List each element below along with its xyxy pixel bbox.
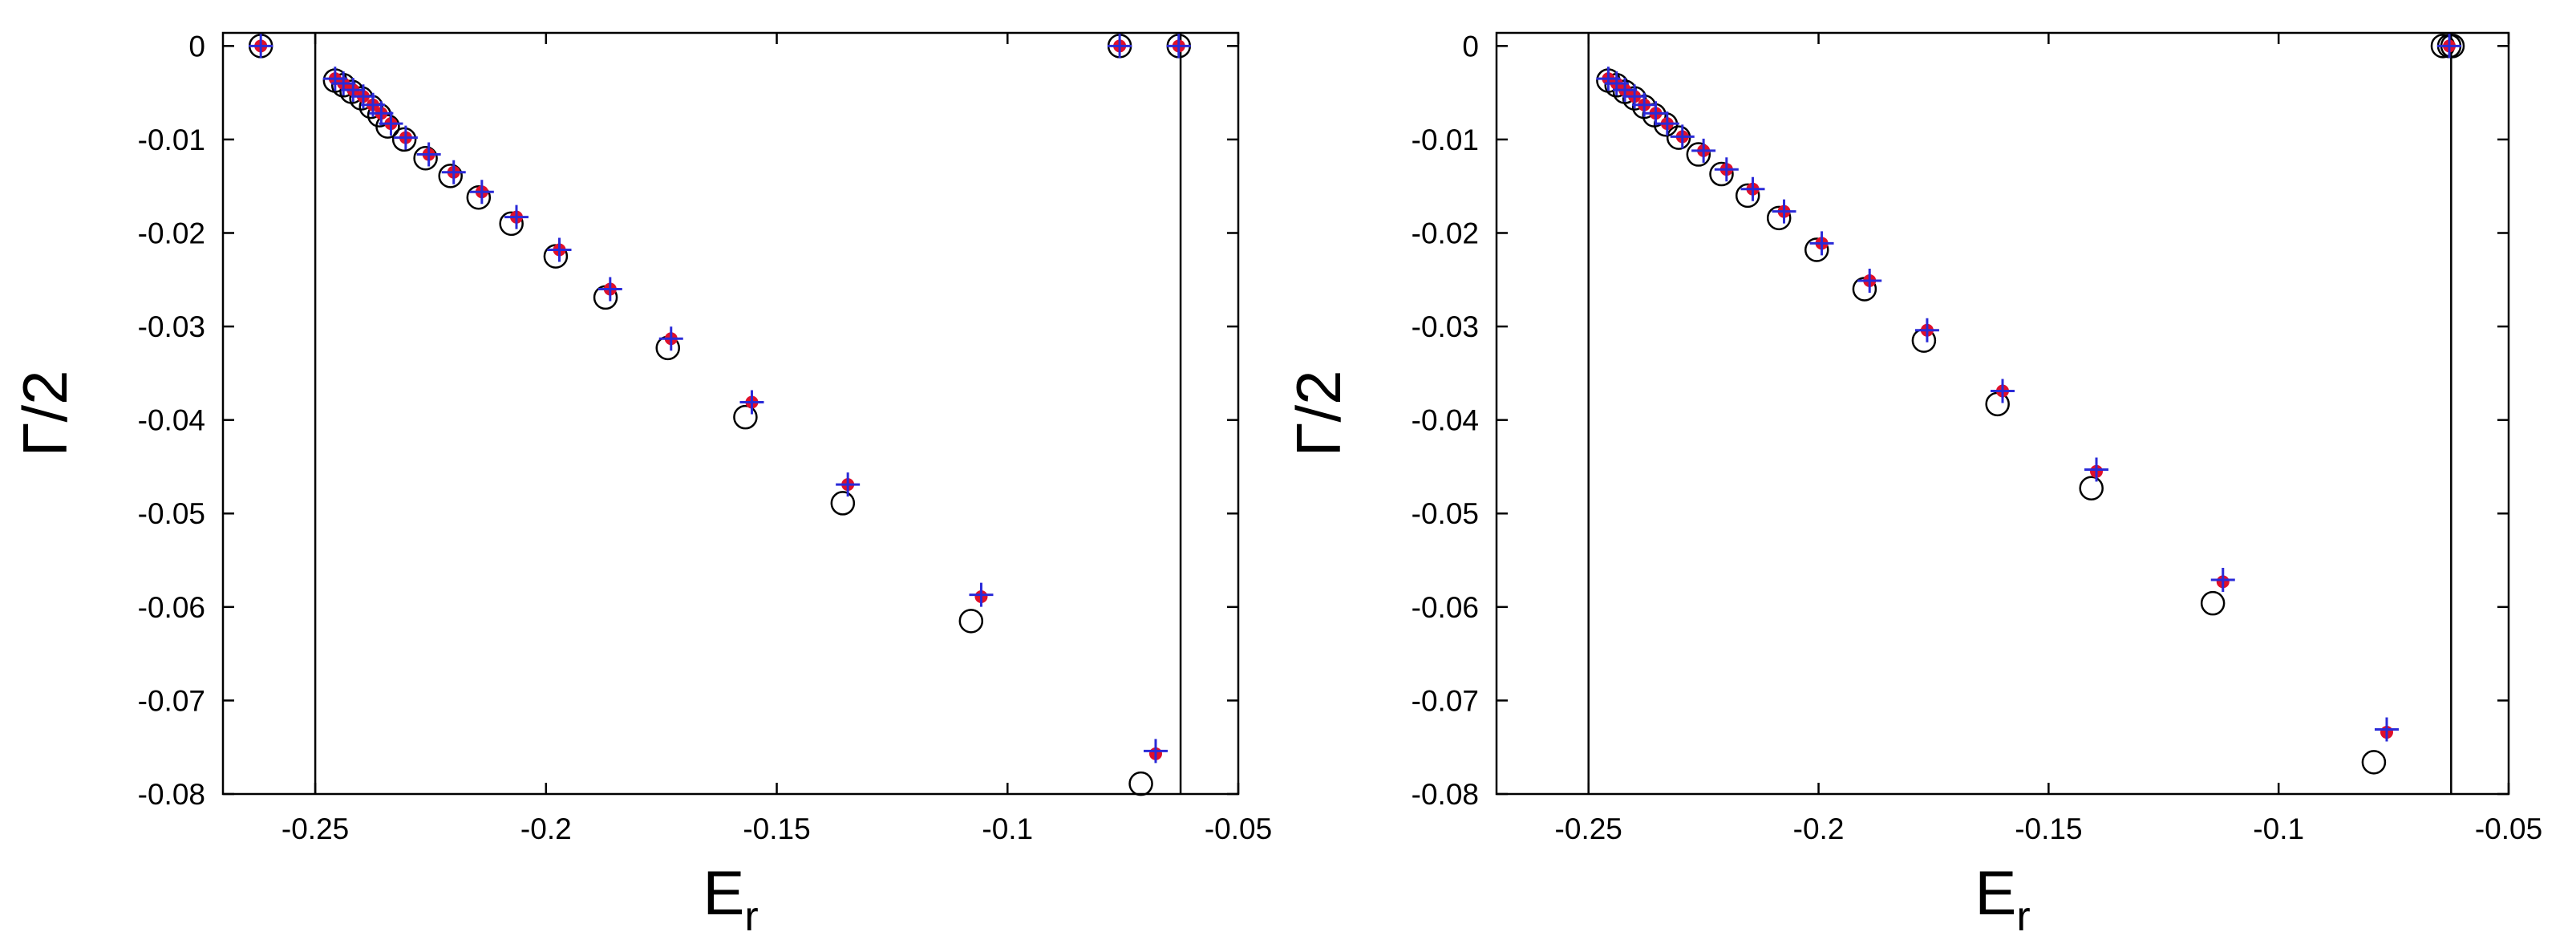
x-tick-label: -0.25	[281, 812, 349, 845]
plot-frame	[1495, 31, 2510, 796]
point	[739, 390, 764, 415]
x-tick-label: -0.1	[2253, 812, 2304, 845]
y-tick-label: -0.05	[1412, 497, 1479, 530]
point	[2437, 34, 2461, 59]
x-tick-label: -0.15	[2015, 812, 2082, 845]
point	[547, 237, 572, 262]
point	[1714, 157, 1739, 182]
x-axis-label-sub: r	[2016, 893, 2030, 940]
point	[249, 34, 273, 59]
panel: 0 -0.01 -0.02 -0.03 -0.04 -0.05 -0.06 -0.07 -0.0…	[1283, 30, 2542, 940]
x-axis-label-main: E	[703, 857, 744, 928]
y-tick-label: -0.02	[138, 217, 205, 249]
x-axis-label: Er	[1975, 857, 2030, 940]
point	[836, 472, 861, 497]
y-tick-label: -0.01	[1412, 124, 1479, 156]
point	[438, 164, 463, 188]
point	[1108, 34, 1132, 59]
point	[958, 609, 984, 634]
y-axis-label: Γ/2	[10, 370, 80, 456]
point	[413, 145, 438, 171]
point	[1655, 111, 1679, 136]
point	[2079, 476, 2104, 501]
point	[1991, 379, 2015, 403]
y-tick-label: -0.06	[1412, 591, 1479, 624]
point	[1670, 124, 1695, 149]
y-tick-label: -0.08	[1412, 778, 1479, 811]
y-tick-label: -0.03	[138, 310, 205, 343]
point	[1613, 78, 1638, 103]
point	[1857, 268, 1882, 293]
point	[2374, 717, 2399, 742]
point	[2361, 750, 2387, 775]
point	[1686, 142, 1711, 167]
point	[1735, 183, 1760, 209]
y-axis-label: Γ/2	[1283, 370, 1354, 456]
point	[1643, 101, 1668, 126]
y-tick-label: -0.04	[1412, 404, 1479, 437]
y-tick-label: -0.07	[1412, 684, 1479, 717]
x-axis-label-main: E	[1975, 857, 2016, 928]
x-axis-label: Er	[703, 857, 758, 940]
point	[1766, 205, 1792, 231]
y-tick-label: -0.05	[138, 497, 205, 530]
point	[1143, 739, 1168, 764]
x-tick-label: -0.25	[1555, 812, 1622, 845]
point	[1709, 161, 1734, 187]
point	[504, 205, 529, 229]
point	[369, 101, 394, 126]
point	[1804, 237, 1829, 262]
point	[597, 277, 622, 302]
y-tick-label: 0	[1462, 30, 1479, 63]
point	[1809, 231, 1834, 256]
x-tick-label: -0.1	[982, 812, 1033, 845]
x-tick-label: -0.2	[1793, 812, 1845, 845]
point	[1740, 176, 1765, 201]
point	[969, 582, 994, 607]
point	[2210, 568, 2235, 593]
point	[2084, 457, 2109, 482]
point	[441, 160, 466, 184]
point	[1772, 199, 1796, 224]
point	[499, 211, 524, 237]
x-axis-label-sub: r	[744, 893, 758, 940]
point	[391, 127, 417, 152]
point	[830, 491, 856, 516]
x-tick-label: -0.05	[1205, 812, 1272, 845]
point	[1128, 771, 1153, 796]
y-tick-label: -0.03	[1412, 310, 1479, 343]
point	[1914, 318, 1939, 342]
y-tick-label: -0.01	[138, 124, 205, 156]
panel: 0 -0.01 -0.02 -0.03 -0.04 -0.05 -0.06 -0.07 -0.0…	[10, 30, 1272, 940]
point	[1691, 138, 1716, 163]
point	[341, 78, 366, 103]
point	[733, 404, 758, 430]
point	[393, 125, 418, 150]
y-tick-label: -0.06	[138, 591, 205, 624]
point	[658, 326, 683, 351]
plot-frame	[221, 31, 1240, 796]
y-tick-label: -0.02	[1412, 217, 1479, 249]
x-tick-label: -0.15	[743, 812, 810, 845]
y-tick-label: -0.04	[138, 404, 205, 437]
point	[1166, 34, 1191, 59]
y-tick-label: 0	[188, 30, 205, 63]
point	[2200, 590, 2226, 616]
point	[375, 114, 400, 139]
x-tick-label: -0.05	[2475, 812, 2542, 845]
point	[416, 142, 441, 167]
y-tick-label: -0.08	[138, 778, 205, 811]
point	[469, 180, 494, 205]
y-tick-label: -0.07	[138, 684, 205, 717]
point	[466, 184, 492, 210]
point	[379, 111, 403, 136]
point	[331, 71, 356, 95]
x-tick-label: -0.2	[520, 812, 572, 845]
